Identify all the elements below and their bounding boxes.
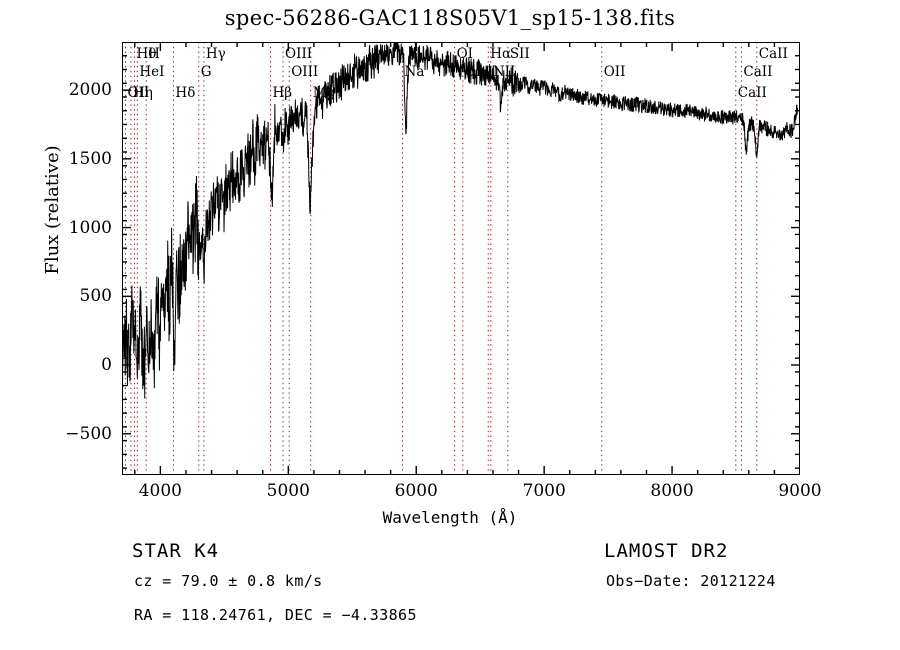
spectral-line-label: Hη — [132, 85, 153, 101]
survey-text: LAMOST DR2 — [604, 540, 729, 562]
x-axis-label: Wavelength (Å) — [382, 508, 518, 527]
x-tick-label: 8000 — [650, 481, 694, 501]
spectral-line-label: H — [148, 46, 160, 62]
spectral-line-label: CaII — [737, 85, 767, 101]
y-tick-label: −500 — [65, 423, 112, 444]
spectral-line-label: OIII — [291, 64, 319, 80]
object-class-text: STAR K4 — [132, 540, 220, 562]
obs-date-text: Obs−Date: 20121224 — [606, 572, 776, 590]
spectral-line-label: HeI — [139, 64, 165, 80]
spectral-line-label: Mg — [312, 85, 336, 101]
y-tick-label: 0 — [101, 355, 112, 376]
y-tick-label: 2000 — [68, 80, 112, 101]
x-tick-label: 9000 — [778, 481, 822, 501]
spectral-line-label: SII — [509, 46, 530, 62]
y-tick-label: 500 — [79, 286, 112, 307]
spectral-line-label: OII — [127, 85, 150, 101]
plot-frame — [122, 42, 800, 475]
spectral-line-label: CaII — [743, 64, 773, 80]
x-tick-label: 7000 — [522, 481, 566, 501]
y-tick-label: 1500 — [68, 148, 112, 169]
y-axis-label: Flux (relative) — [42, 145, 63, 275]
spectral-line-label: Hα — [490, 46, 512, 62]
spectral-line-label: CaII — [758, 46, 788, 62]
x-tick-label: 4000 — [138, 481, 182, 501]
spectral-line-label: G — [200, 64, 212, 80]
x-tick-label: 6000 — [394, 481, 438, 501]
spectral-line-label: OI — [456, 46, 473, 62]
coordinates-text: RA = 118.24761, DEC = −4.33865 — [134, 606, 417, 624]
redshift-velocity-text: cz = 79.0 ± 0.8 km/s — [134, 572, 323, 590]
spectral-line-label: Hδ — [175, 85, 196, 101]
plot-area: Hθ H Hγ OIII OI Hα SII CaII HeI G OIII Na OI NII OII Ca… — [122, 42, 800, 475]
spectrum-trace — [122, 42, 798, 475]
y-tick-label: 1000 — [68, 217, 112, 238]
spectral-line-label: Na — [404, 64, 425, 80]
spectral-line-label: Hγ — [205, 46, 226, 62]
spectral-line-label: OI — [464, 64, 482, 80]
spectral-line-label: OIII — [285, 46, 313, 62]
spectral-line-label: Hβ — [272, 85, 293, 101]
spectral-line-label: OII — [603, 64, 626, 80]
figure-title: spec-56286-GAC118S05V1_sp15-138.fits — [224, 6, 676, 30]
spectrum-plot-svg — [122, 42, 800, 475]
x-tick-label: 5000 — [266, 481, 310, 501]
spectral-line-label: NII — [492, 64, 516, 80]
spectral-line-label: Hθ — [136, 46, 157, 62]
